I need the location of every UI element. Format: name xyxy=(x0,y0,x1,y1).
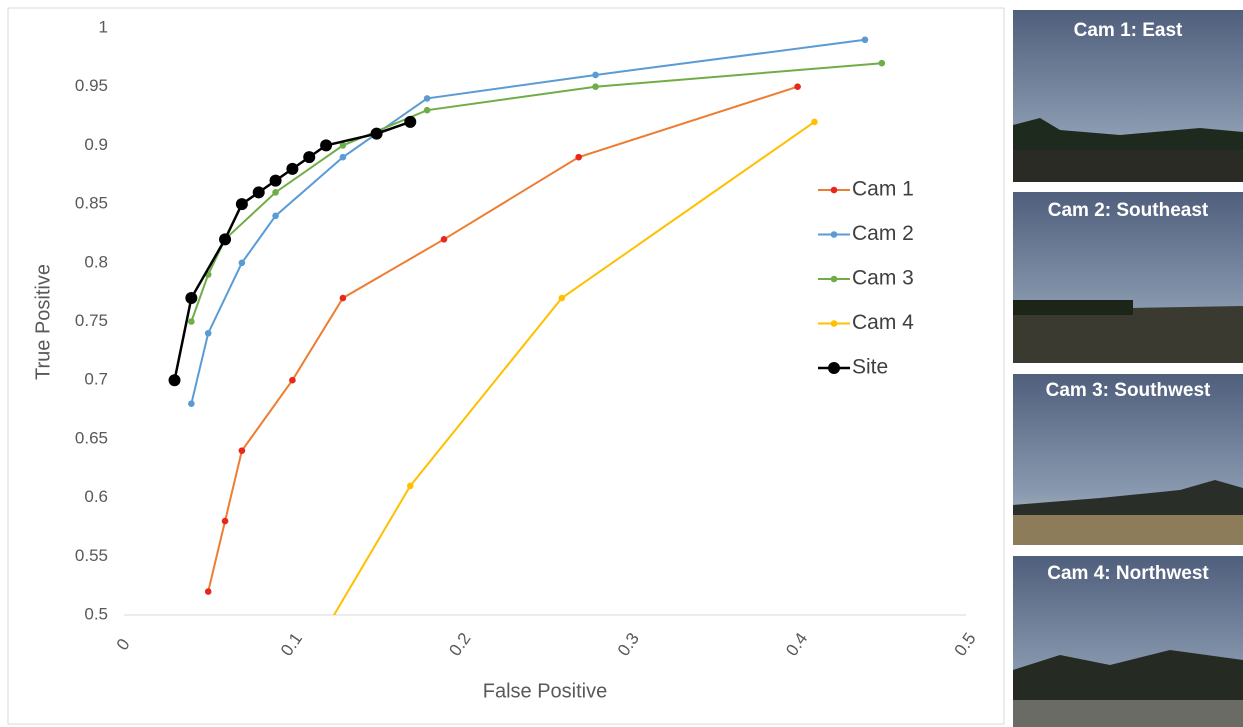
y-tick-label: 0.65 xyxy=(75,428,108,447)
data-point xyxy=(289,682,296,689)
y-tick-label: 0.85 xyxy=(75,194,108,213)
data-point xyxy=(440,236,448,243)
data-point xyxy=(406,482,414,490)
camera-image xyxy=(1013,10,1243,182)
y-tick-label: 0.5 xyxy=(84,604,108,623)
y-tick-label: 0.55 xyxy=(75,546,108,565)
data-point xyxy=(339,153,347,161)
legend-marker xyxy=(828,362,840,374)
data-point xyxy=(272,189,279,196)
legend-label: Cam 1 xyxy=(852,178,914,201)
y-axis-title: True Positive xyxy=(32,264,54,380)
data-point xyxy=(188,318,195,325)
data-point xyxy=(289,376,296,384)
data-point xyxy=(878,59,886,67)
legend-label: Site xyxy=(852,356,888,379)
camera-title: Cam 3: Southwest xyxy=(1046,380,1211,401)
y-tick-label: 0.8 xyxy=(84,252,108,271)
series-line xyxy=(173,120,411,381)
y-tick-label: 0.6 xyxy=(84,487,108,506)
camera-image xyxy=(1013,192,1243,363)
data-point xyxy=(558,294,566,302)
data-point xyxy=(235,198,248,211)
x-axis-title: False Positive xyxy=(483,680,608,702)
x-tick-label: 0.5 xyxy=(951,629,980,659)
series-line xyxy=(190,38,866,404)
data-point xyxy=(339,294,347,302)
camera-title: Cam 2: Southeast xyxy=(1048,200,1209,221)
legend-marker xyxy=(830,320,838,327)
camera-image xyxy=(1013,556,1243,727)
camera-title: Cam 1: East xyxy=(1074,20,1183,41)
camera-panels xyxy=(1013,10,1243,727)
data-point xyxy=(404,115,417,128)
data-point xyxy=(204,588,212,595)
legend-label: Cam 2 xyxy=(852,222,914,245)
data-point xyxy=(286,162,299,175)
legend-label: Cam 4 xyxy=(852,311,914,334)
camera-image xyxy=(1013,374,1243,545)
plot xyxy=(168,36,886,689)
data-point xyxy=(238,259,246,267)
data-point xyxy=(168,374,181,387)
data-point xyxy=(252,186,265,199)
y-tick-label: 0.7 xyxy=(84,370,108,389)
y-tick-label: 0.95 xyxy=(75,76,108,95)
legend-marker xyxy=(830,186,838,194)
data-point xyxy=(592,71,599,79)
y-tick-label: 0.75 xyxy=(75,311,108,330)
data-point xyxy=(811,118,818,126)
data-point xyxy=(188,400,195,407)
x-tick-label: 0.2 xyxy=(445,629,474,659)
data-point xyxy=(370,127,383,140)
data-point xyxy=(272,212,279,220)
data-point xyxy=(185,292,198,305)
data-point xyxy=(269,174,282,187)
series-line xyxy=(190,62,882,322)
y-tick-label: 1 xyxy=(99,17,108,36)
data-point xyxy=(592,83,599,90)
data-point xyxy=(320,139,333,152)
series-line xyxy=(207,85,798,592)
x-tick-label: 0.4 xyxy=(782,629,811,659)
data-point xyxy=(423,95,431,102)
data-point xyxy=(219,233,232,246)
x-tick-label: 0 xyxy=(113,635,134,654)
data-point xyxy=(575,153,582,161)
legend-marker xyxy=(830,275,838,283)
data-point xyxy=(423,106,431,114)
x-tick-label: 0.1 xyxy=(277,629,306,659)
data-point xyxy=(238,447,246,454)
data-point xyxy=(204,329,212,337)
x-tick-label: 0.3 xyxy=(614,629,643,659)
legend-label: Cam 3 xyxy=(852,267,914,290)
data-point xyxy=(861,36,869,44)
camera-title: Cam 4: Northwest xyxy=(1047,563,1209,584)
data-point xyxy=(221,517,229,525)
legend-marker xyxy=(830,231,838,238)
data-point xyxy=(303,151,316,164)
chart-border xyxy=(7,7,1005,725)
series-line xyxy=(332,121,816,615)
data-point xyxy=(794,83,801,90)
y-tick-label: 0.9 xyxy=(84,135,108,154)
data-point xyxy=(339,142,347,149)
